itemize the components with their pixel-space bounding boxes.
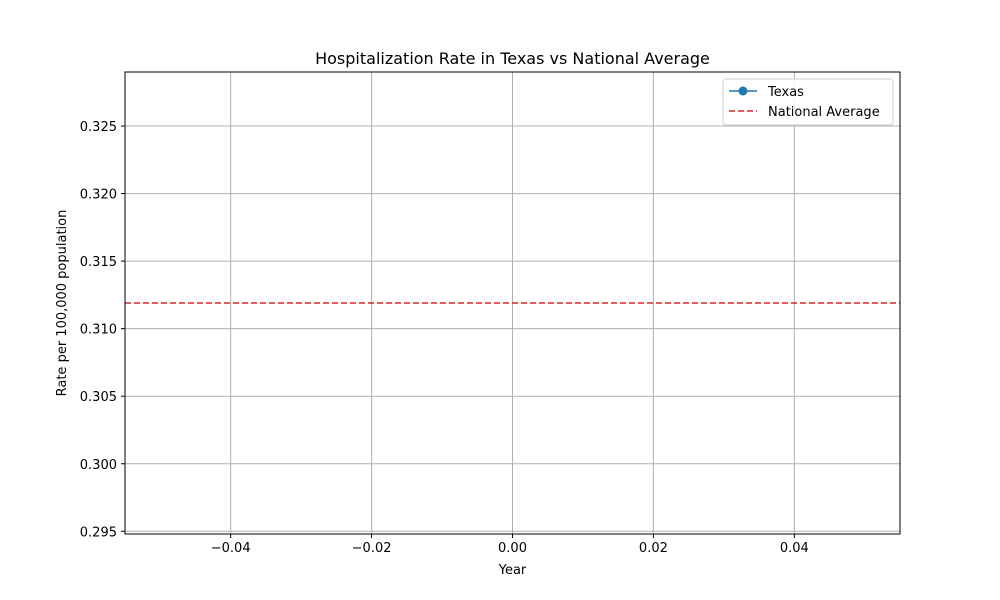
x-tick-label: −0.02 — [352, 541, 392, 556]
x-tick-label: 0.00 — [498, 541, 527, 556]
legend-box — [722, 78, 894, 126]
legend-marker-texas — [738, 86, 748, 96]
x-tick-label: −0.04 — [211, 541, 251, 556]
legend-label-texas: Texas — [767, 85, 804, 100]
y-tick-label: 0.315 — [80, 255, 117, 270]
legend: Texas National Average — [722, 78, 894, 126]
y-tick-label: 0.325 — [80, 120, 117, 135]
ticks: −0.04 −0.02 0.00 0.02 0.04 0.295 0.300 0.305 0.3… — [80, 120, 809, 556]
y-tick-label: 0.305 — [80, 390, 117, 405]
y-tick-label: 0.310 — [80, 323, 117, 338]
y-tick-label: 0.300 — [80, 458, 117, 473]
y-axis-label: Rate per 100,000 population — [55, 210, 70, 397]
legend-label-national-average: National Average — [768, 105, 880, 120]
x-axis-label: Year — [498, 563, 527, 578]
chart-title: Hospitalization Rate in Texas vs Nationa… — [315, 49, 710, 68]
x-tick-label: 0.04 — [780, 541, 809, 556]
y-tick-label: 0.320 — [80, 188, 117, 203]
y-tick-label: 0.295 — [80, 525, 117, 540]
x-tick-label: 0.02 — [639, 541, 668, 556]
